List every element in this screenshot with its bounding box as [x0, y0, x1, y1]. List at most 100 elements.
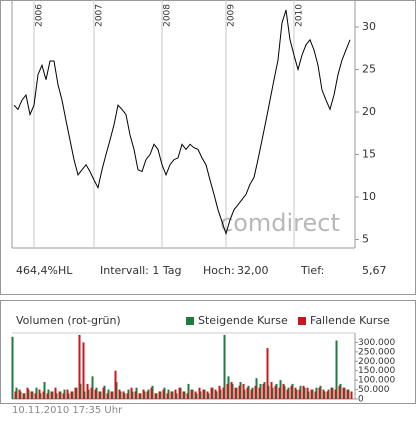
volume-bar	[154, 393, 157, 399]
volume-bar	[202, 389, 205, 399]
volume-bar	[11, 336, 14, 399]
volume-bar	[122, 391, 125, 399]
volume-bar	[246, 387, 249, 399]
y-tick-label: 20	[362, 105, 376, 118]
price-line	[13, 9, 351, 236]
volume-bar	[54, 387, 57, 399]
volume-bar	[118, 389, 121, 399]
volume-bar	[134, 391, 137, 399]
volume-bar	[335, 340, 338, 399]
volume-bar	[50, 391, 53, 399]
volume-bar	[266, 348, 269, 399]
volume-bar	[222, 387, 225, 399]
volume-bar	[66, 389, 69, 399]
volume-bar	[350, 391, 353, 399]
volume-bar	[74, 387, 77, 399]
y-tick-label: 25	[362, 63, 376, 76]
volume-bar	[94, 389, 97, 399]
y-tick-label: 15	[362, 148, 376, 161]
y-tick-label: 200.000	[358, 357, 395, 367]
volume-bar	[190, 389, 193, 399]
volume-bar	[82, 342, 85, 399]
y-tick-label: 50.000	[358, 385, 390, 395]
volume-bar	[250, 389, 253, 399]
volume-bar	[286, 389, 289, 399]
volume-bar	[194, 391, 197, 399]
volume-bar	[35, 387, 38, 399]
volume-bar	[110, 391, 113, 399]
info-label: 464,4%HL	[16, 264, 73, 277]
volume-bar	[234, 387, 237, 399]
volume-bar	[270, 382, 273, 399]
timestamp: 10.11.2010 17:35 Uhr	[12, 405, 123, 416]
volume-bar	[210, 387, 213, 399]
volume-bar	[314, 391, 317, 399]
y-tick-label: 250.000	[358, 347, 395, 357]
legend-swatch	[186, 317, 194, 325]
volume-bar	[114, 370, 117, 399]
volume-bar	[318, 387, 321, 399]
volume-bar	[70, 391, 73, 399]
volume-bar	[334, 389, 337, 399]
volume-bar	[126, 393, 129, 399]
legend-label: Steigende Kurse	[198, 314, 288, 327]
volume-bar	[18, 389, 21, 399]
volume-bar	[38, 389, 41, 399]
volume-bar	[62, 393, 65, 399]
y-tick-label: 30	[362, 20, 376, 33]
volume-bar	[346, 389, 349, 399]
info-label: Hoch:	[203, 264, 235, 277]
y-tick-label: 150.000	[358, 366, 395, 376]
volume-bar	[174, 389, 177, 399]
legend-swatch	[298, 317, 306, 325]
volume-bar	[282, 383, 285, 399]
volume-bar	[322, 389, 325, 399]
x-tick-label: 2008	[163, 4, 173, 27]
x-tick-label: 2010	[295, 4, 305, 27]
volume-bar	[22, 393, 25, 399]
volume-bar	[178, 387, 181, 399]
volume-bar	[166, 393, 169, 399]
volume-bar	[162, 389, 165, 399]
info-label: 32,00	[237, 264, 269, 277]
volume-bar	[186, 393, 189, 399]
volume-bar	[30, 391, 33, 399]
volume-bar	[43, 382, 46, 399]
volume-bar	[46, 393, 49, 399]
volume-bar	[78, 334, 81, 399]
volume-bar	[150, 387, 153, 399]
volume-bar	[138, 393, 141, 399]
volume-bar	[34, 393, 37, 399]
volume-bar	[198, 387, 201, 399]
volume-bar	[330, 387, 333, 399]
volume-bar	[187, 383, 190, 399]
volume-bar	[170, 391, 173, 399]
volume-bar	[226, 383, 229, 399]
y-tick-label: 5	[362, 233, 369, 246]
volume-bar	[130, 387, 133, 399]
info-label: 5,67	[362, 264, 387, 277]
volume-bar	[90, 387, 93, 399]
volume-bar	[294, 387, 297, 399]
volume-bar	[182, 391, 185, 399]
volume-bar	[310, 389, 313, 399]
volume-bar	[306, 387, 309, 399]
volume-bar	[298, 389, 301, 399]
volume-bar	[258, 387, 261, 399]
volume-bar	[206, 391, 209, 399]
volume-bar	[102, 387, 105, 399]
volume-bar	[326, 391, 329, 399]
volume-bar	[262, 383, 265, 399]
volume-bar	[238, 385, 241, 399]
volume-bar	[278, 387, 281, 399]
volume-bar	[86, 383, 89, 399]
volume-bar	[230, 382, 233, 399]
volume-panel	[0, 300, 416, 404]
y-tick-label: 0	[358, 395, 364, 405]
volume-bar	[274, 385, 277, 399]
volume-bar	[142, 389, 145, 399]
volume-bar	[26, 387, 29, 399]
watermark: comdirect	[220, 209, 340, 237]
volume-title: Volumen (rot-grün)	[16, 314, 121, 327]
volume-bar	[214, 389, 217, 399]
